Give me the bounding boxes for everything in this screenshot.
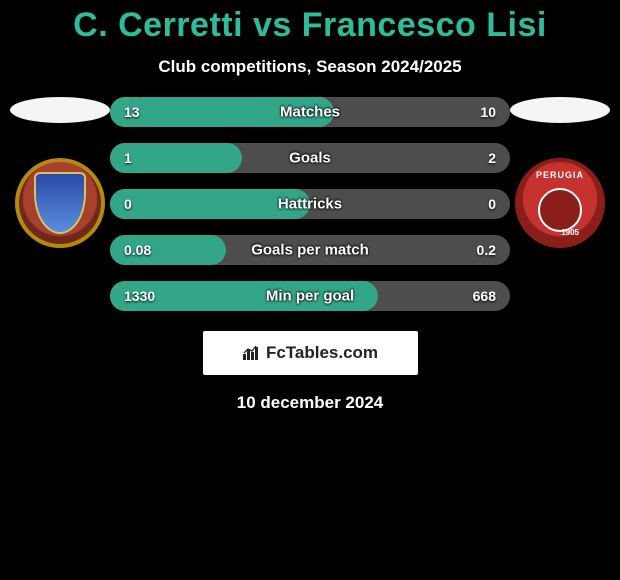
stat-right-value: 2 <box>488 150 496 166</box>
page-title: C. Cerretti vs Francesco Lisi <box>0 0 620 45</box>
stat-row-goals-per-match: 0.08 Goals per match 0.2 <box>110 235 510 265</box>
stat-right-value: 0.2 <box>477 242 496 258</box>
club-badge-right: PERUGIA 1905 <box>515 158 605 248</box>
stat-row-hattricks: 0 Hattricks 0 <box>110 189 510 219</box>
stat-right-value: 668 <box>473 288 496 304</box>
stat-left-value: 13 <box>124 104 140 120</box>
subtitle: Club competitions, Season 2024/2025 <box>0 57 620 77</box>
bar-chart-icon <box>242 345 262 361</box>
player-right-avatar <box>510 97 610 123</box>
club-badge-left-shield <box>34 172 86 234</box>
stat-right-value: 0 <box>488 196 496 212</box>
player-left-avatar <box>10 97 110 123</box>
stat-row-min-per-goal: 1330 Min per goal 668 <box>110 281 510 311</box>
branding-badge: FcTables.com <box>203 331 418 375</box>
stat-bars: 13 Matches 10 1 Goals 2 0 Hattricks 0 0.… <box>110 97 510 311</box>
date: 10 december 2024 <box>0 393 620 413</box>
stat-row-matches: 13 Matches 10 <box>110 97 510 127</box>
club-badge-right-name: PERUGIA <box>536 170 584 180</box>
club-badge-left <box>15 158 105 248</box>
stat-left-value: 0 <box>124 196 132 212</box>
stat-label: Matches <box>280 104 340 121</box>
comparison-area: 13 Matches 10 1 Goals 2 0 Hattricks 0 0.… <box>0 97 620 311</box>
stat-label: Goals per match <box>251 242 369 259</box>
stat-left-value: 1 <box>124 150 132 166</box>
player-left-column <box>0 97 120 248</box>
stat-right-value: 10 <box>480 104 496 120</box>
club-badge-right-year: 1905 <box>561 228 579 237</box>
player-right-column: PERUGIA 1905 <box>500 97 620 248</box>
stat-label: Min per goal <box>266 288 354 305</box>
stat-label: Goals <box>289 150 331 167</box>
stat-row-goals: 1 Goals 2 <box>110 143 510 173</box>
stat-left-value: 0.08 <box>124 242 151 258</box>
branding-text: FcTables.com <box>266 343 378 363</box>
stat-label: Hattricks <box>278 196 342 213</box>
stat-left-value: 1330 <box>124 288 155 304</box>
club-badge-right-griffin <box>538 188 582 232</box>
